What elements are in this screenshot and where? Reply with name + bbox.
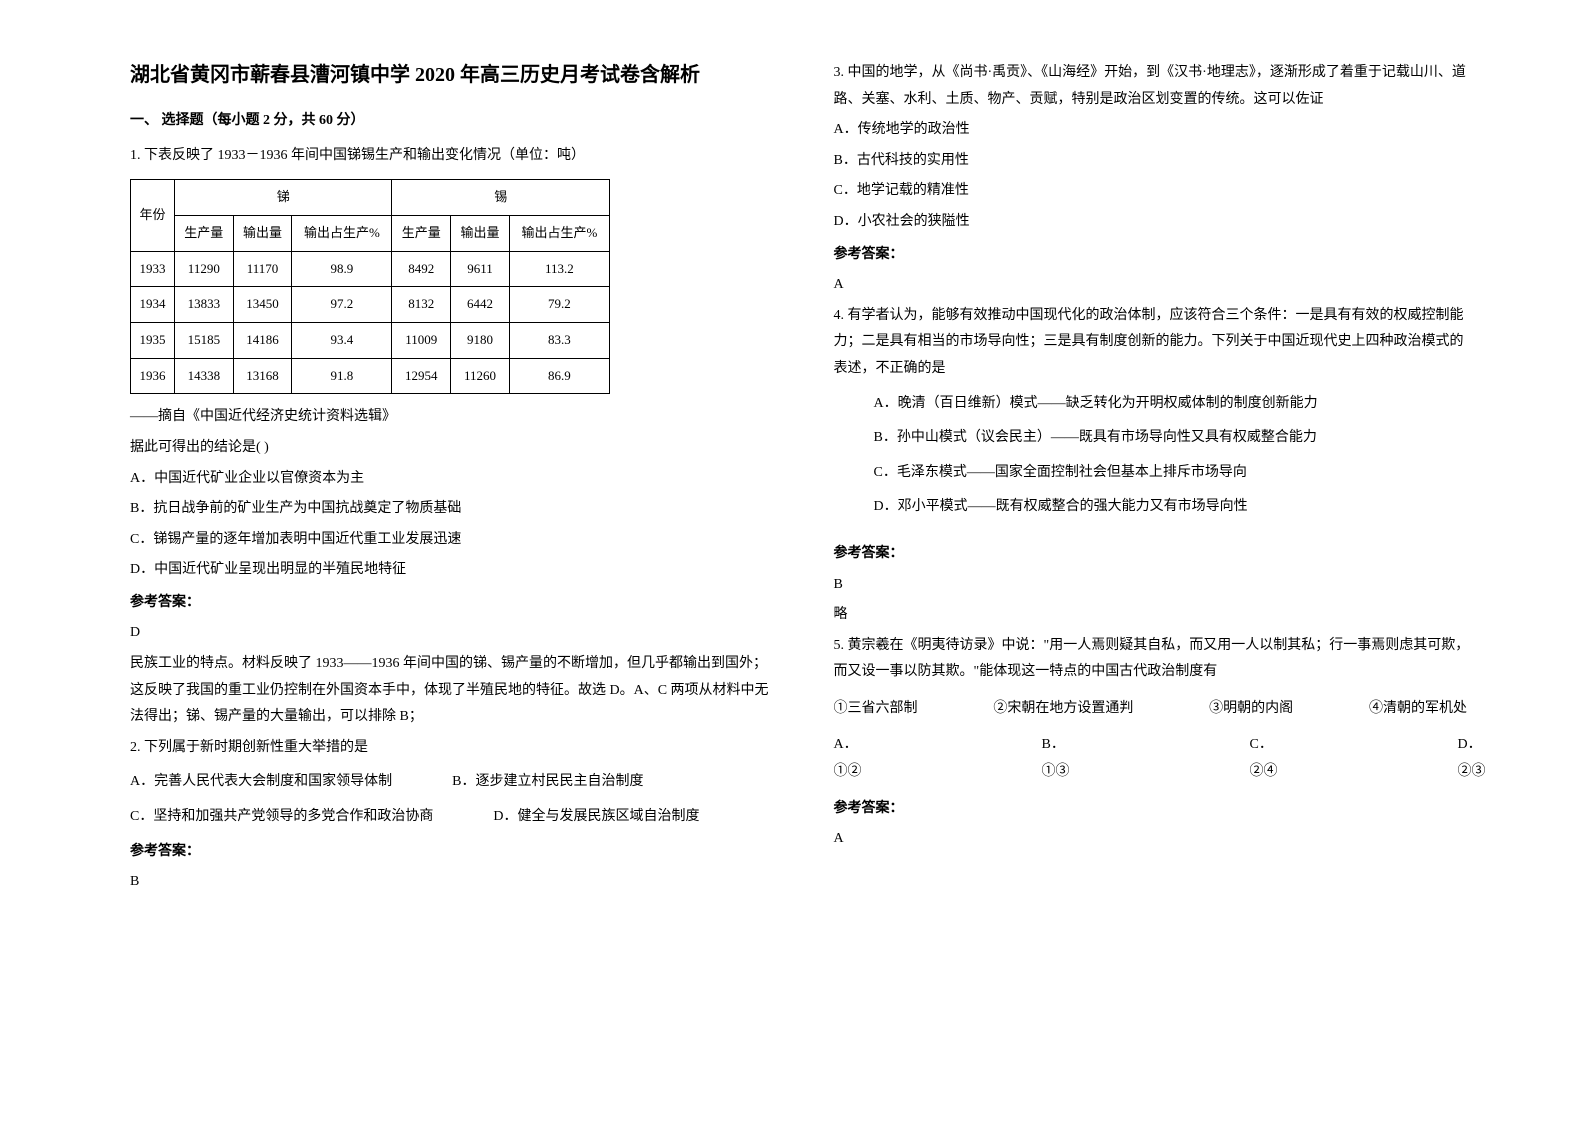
q3-answer-label: 参考答案： bbox=[834, 242, 1478, 269]
th-sn: 锡 bbox=[392, 180, 610, 216]
q1-explanation: 民族工业的特点。材料反映了 1933——1936 年间中国的锑、锡产量的不断增加… bbox=[130, 651, 774, 731]
q4-answer: B bbox=[834, 572, 1478, 599]
table-row: 1934 13833 13450 97.2 8132 6442 79.2 bbox=[131, 287, 610, 323]
q1-table: 年份 锑 锡 生产量 输出量 输出占生产% 生产量 输出量 输出占生产% 193… bbox=[130, 179, 610, 394]
q5-stem: 5. 黄宗羲在《明夷待访录》中说："用一人焉则疑其自私，而又用一人以制其私；行一… bbox=[834, 633, 1478, 686]
q2-opts-row2: C．坚持和加强共产党领导的多党合作和政治协商 D．健全与发展民族区域自治制度 bbox=[130, 804, 774, 831]
q4-explanation: 略 bbox=[834, 602, 1478, 629]
right-column: 3. 中国的地学，从《尚书·禹贡》、《山海经》开始，到《汉书·地理志》，逐渐形成… bbox=[804, 60, 1508, 1082]
q5-opt-c: C．②④ bbox=[1250, 732, 1278, 785]
q5-options: A．①② B．①③ C．②④ D．②③ bbox=[834, 732, 1478, 785]
q2-answer: B bbox=[130, 869, 774, 896]
q1-opt-a: A．中国近代矿业企业以官僚资本为主 bbox=[130, 466, 774, 493]
q5-opt-d: D．②③ bbox=[1458, 732, 1486, 785]
q3-opt-d: D．小农社会的狭隘性 bbox=[834, 209, 1478, 236]
q4-opt-c: C．毛泽东模式——国家全面控制社会但基本上排斥市场导向 bbox=[874, 460, 1478, 487]
left-column: 湖北省黄冈市蕲春县漕河镇中学 2020 年高三历史月考试卷含解析 一、 选择题（… bbox=[100, 60, 804, 1082]
q2-stem: 2. 下列属于新时期创新性重大举措的是 bbox=[130, 735, 774, 762]
th-pct-1: 输出占生产% bbox=[292, 215, 392, 251]
th-out-2: 输出量 bbox=[451, 215, 510, 251]
q2-opts-row1: A．完善人民代表大会制度和国家领导体制 B．逐步建立村民民主自治制度 bbox=[130, 769, 774, 796]
q1-answer: D bbox=[130, 620, 774, 647]
th-prod-2: 生产量 bbox=[392, 215, 451, 251]
q5-opt-a: A．①② bbox=[834, 732, 862, 785]
q5-answer-label: 参考答案： bbox=[834, 796, 1478, 823]
q1-stem: 1. 下表反映了 1933－1936 年间中国锑锡生产和输出变化情况（单位：吨） bbox=[130, 143, 774, 170]
q3-opt-b: B．古代科技的实用性 bbox=[834, 148, 1478, 175]
q4-opt-d: D．邓小平模式——既有权威整合的强大能力又有市场导向性 bbox=[874, 494, 1478, 521]
q2-opt-d: D．健全与发展民族区域自治制度 bbox=[493, 804, 699, 831]
table-row: 1936 14338 13168 91.8 12954 11260 86.9 bbox=[131, 358, 610, 394]
exam-title: 湖北省黄冈市蕲春县漕河镇中学 2020 年高三历史月考试卷含解析 bbox=[130, 60, 774, 90]
q1-answer-label: 参考答案： bbox=[130, 590, 774, 617]
q3-stem: 3. 中国的地学，从《尚书·禹贡》、《山海经》开始，到《汉书·地理志》，逐渐形成… bbox=[834, 60, 1478, 113]
q1-opt-b: B．抗日战争前的矿业生产为中国抗战奠定了物质基础 bbox=[130, 496, 774, 523]
q4-stem: 4. 有学者认为，能够有效推动中国现代化的政治体制，应该符合三个条件：一是具有有… bbox=[834, 303, 1478, 383]
q1-opt-d: D．中国近代矿业呈现出明显的半殖民地特征 bbox=[130, 557, 774, 584]
q5-answer: A bbox=[834, 826, 1478, 853]
table-row: 1935 15185 14186 93.4 11009 9180 83.3 bbox=[131, 322, 610, 358]
q3-opt-c: C．地学记载的精准性 bbox=[834, 178, 1478, 205]
q2-answer-label: 参考答案： bbox=[130, 839, 774, 866]
q5-c4: ④清朝的军机处 bbox=[1369, 696, 1467, 723]
th-prod-1: 生产量 bbox=[174, 215, 233, 251]
th-year: 年份 bbox=[131, 180, 175, 251]
q2-opt-c: C．坚持和加强共产党领导的多党合作和政治协商 bbox=[130, 804, 433, 831]
q2-opt-b: B．逐步建立村民民主自治制度 bbox=[452, 769, 643, 796]
th-pct-2: 输出占生产% bbox=[509, 215, 609, 251]
q4-answer-label: 参考答案： bbox=[834, 541, 1478, 568]
q5-c1: ①三省六部制 bbox=[834, 696, 918, 723]
q3-opt-a: A．传统地学的政治性 bbox=[834, 117, 1478, 144]
q1-opt-c: C．锑锡产量的逐年增加表明中国近代重工业发展迅速 bbox=[130, 527, 774, 554]
q1-ask: 据此可得出的结论是( ) bbox=[130, 435, 774, 462]
q5-opt-b: B．①③ bbox=[1042, 732, 1070, 785]
q5-c2: ②宋朝在地方设置通判 bbox=[993, 696, 1133, 723]
q5-c3: ③明朝的内阁 bbox=[1209, 696, 1293, 723]
table-row: 1933 11290 11170 98.9 8492 9611 113.2 bbox=[131, 251, 610, 287]
q3-answer: A bbox=[834, 272, 1478, 299]
section-heading: 一、 选择题（每小题 2 分，共 60 分） bbox=[130, 108, 774, 135]
q4-opt-b: B．孙中山模式（议会民主）——既具有市场导向性又具有权威整合能力 bbox=[874, 425, 1478, 452]
q1-source: ——摘自《中国近代经济史统计资料选辑》 bbox=[130, 404, 774, 431]
th-sb: 锑 bbox=[174, 180, 391, 216]
q4-options: A．晚清（百日维新）模式——缺乏转化为开明权威体制的制度创新能力 B．孙中山模式… bbox=[874, 391, 1478, 521]
q5-choices: ①三省六部制 ②宋朝在地方设置通判 ③明朝的内阁 ④清朝的军机处 bbox=[834, 696, 1478, 723]
th-out-1: 输出量 bbox=[233, 215, 292, 251]
q2-opt-a: A．完善人民代表大会制度和国家领导体制 bbox=[130, 769, 392, 796]
q4-opt-a: A．晚清（百日维新）模式——缺乏转化为开明权威体制的制度创新能力 bbox=[874, 391, 1478, 418]
